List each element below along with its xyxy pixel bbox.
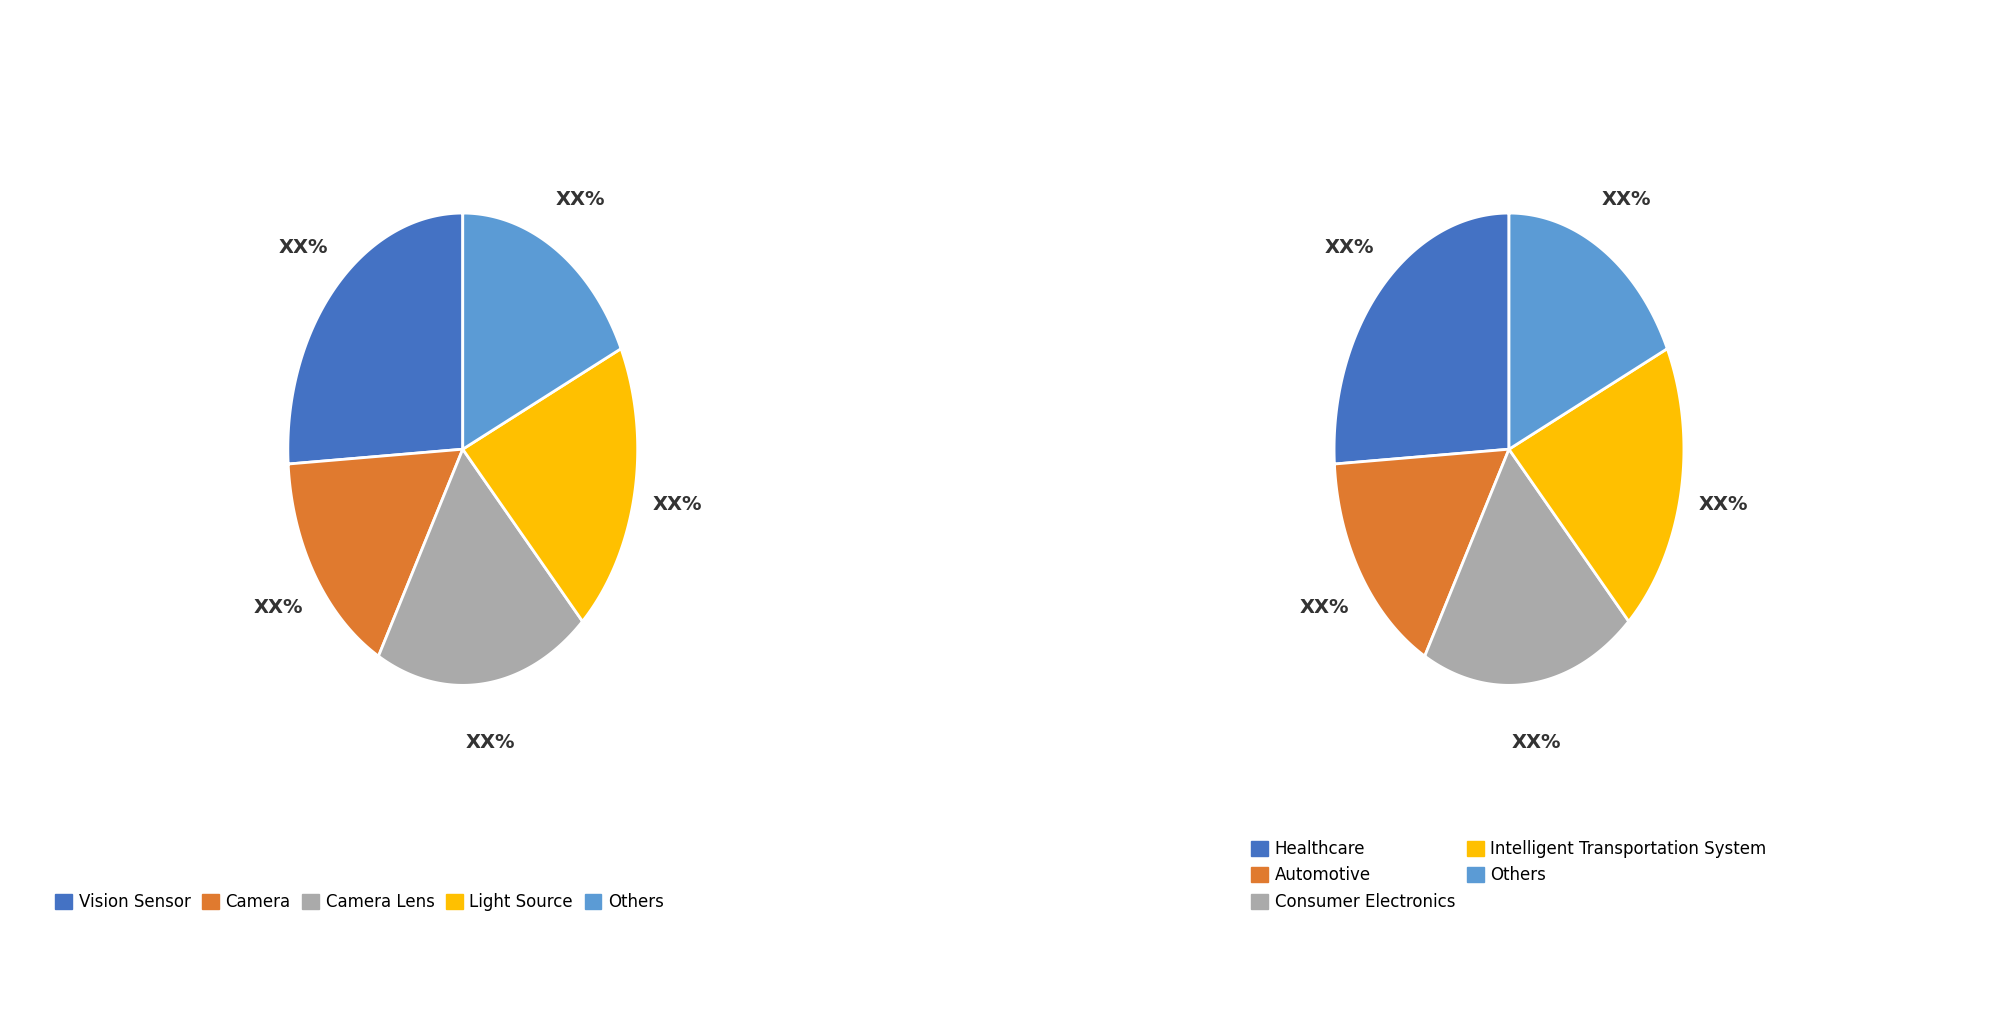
Polygon shape [1424, 449, 1630, 685]
Text: XX%: XX% [1602, 191, 1652, 210]
Text: XX%: XX% [555, 191, 606, 210]
Text: XX%: XX% [465, 732, 515, 751]
Text: Website: www.theindustrystats.com: Website: www.theindustrystats.com [1620, 963, 1988, 982]
Polygon shape [1509, 213, 1668, 449]
Polygon shape [288, 213, 463, 464]
Text: XX%: XX% [1511, 732, 1561, 751]
Text: Source: Theindustrystats Analysis: Source: Theindustrystats Analysis [24, 963, 370, 982]
Legend: Healthcare, Automotive, Consumer Electronics, Intelligent Transportation System,: Healthcare, Automotive, Consumer Electro… [1245, 834, 1773, 918]
Polygon shape [1334, 449, 1509, 656]
Polygon shape [463, 213, 622, 449]
Polygon shape [1334, 213, 1509, 464]
Text: XX%: XX% [254, 598, 304, 617]
Polygon shape [288, 449, 463, 656]
Text: XX%: XX% [652, 495, 702, 514]
Text: Fig. Global 2D and 3D Machine Vision Systems Market Share by Product Types & App: Fig. Global 2D and 3D Machine Vision Sys… [24, 38, 1328, 61]
Text: XX%: XX% [1324, 237, 1374, 257]
Polygon shape [463, 349, 638, 622]
Text: XX%: XX% [1300, 598, 1350, 617]
Text: Email: sales@theindustrystats.com: Email: sales@theindustrystats.com [829, 963, 1183, 982]
Polygon shape [1509, 349, 1684, 622]
Polygon shape [378, 449, 583, 685]
Text: XX%: XX% [1698, 495, 1748, 514]
Text: XX%: XX% [278, 237, 328, 257]
Legend: Vision Sensor, Camera, Camera Lens, Light Source, Others: Vision Sensor, Camera, Camera Lens, Ligh… [48, 886, 670, 918]
